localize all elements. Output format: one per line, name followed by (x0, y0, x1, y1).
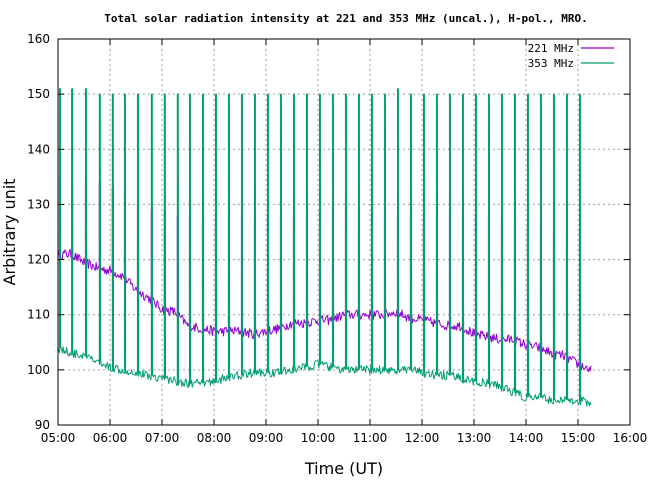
x-tick-label: 15:00 (561, 431, 596, 445)
y-tick-label: 100 (27, 363, 50, 377)
y-tick-label: 140 (27, 142, 50, 156)
x-axis-label: Time (UT) (304, 459, 383, 478)
legend-label-221: 221 MHz (528, 42, 574, 55)
legend: 221 MHz 353 MHz (528, 42, 614, 70)
plot-frame (57, 38, 631, 426)
series-line (57, 88, 592, 407)
x-tick-label: 10:00 (301, 431, 336, 445)
x-tick-label: 13:00 (457, 431, 492, 445)
x-tick-label: 08:00 (197, 431, 232, 445)
x-tick-label: 11:00 (353, 431, 388, 445)
x-tick-label: 16:00 (613, 431, 648, 445)
x-tick-label: 12:00 (405, 431, 440, 445)
x-tick-label: 14:00 (509, 431, 544, 445)
x-tick-label: 06:00 (93, 431, 128, 445)
ticks: 05:00 06:00 07:00 08:00 09:00 10:00 11:00 12:00… (27, 32, 647, 445)
chart-title: Total solar radiation intensity at 221 a… (104, 12, 587, 25)
y-tick-label: 90 (35, 418, 50, 432)
series-353-mhz (57, 88, 592, 407)
legend-label-353: 353 MHz (528, 57, 574, 70)
y-tick-label: 110 (27, 308, 50, 322)
y-tick-label: 120 (27, 253, 50, 267)
y-tick-label: 160 (27, 32, 50, 46)
x-tick-label: 05:00 (41, 431, 76, 445)
y-axis-label: Arbitrary unit (0, 179, 19, 286)
y-tick-label: 130 (27, 197, 50, 211)
x-tick-label: 09:00 (249, 431, 284, 445)
y-tick-label: 150 (27, 87, 50, 101)
grid (58, 39, 630, 425)
x-tick-label: 07:00 (145, 431, 180, 445)
